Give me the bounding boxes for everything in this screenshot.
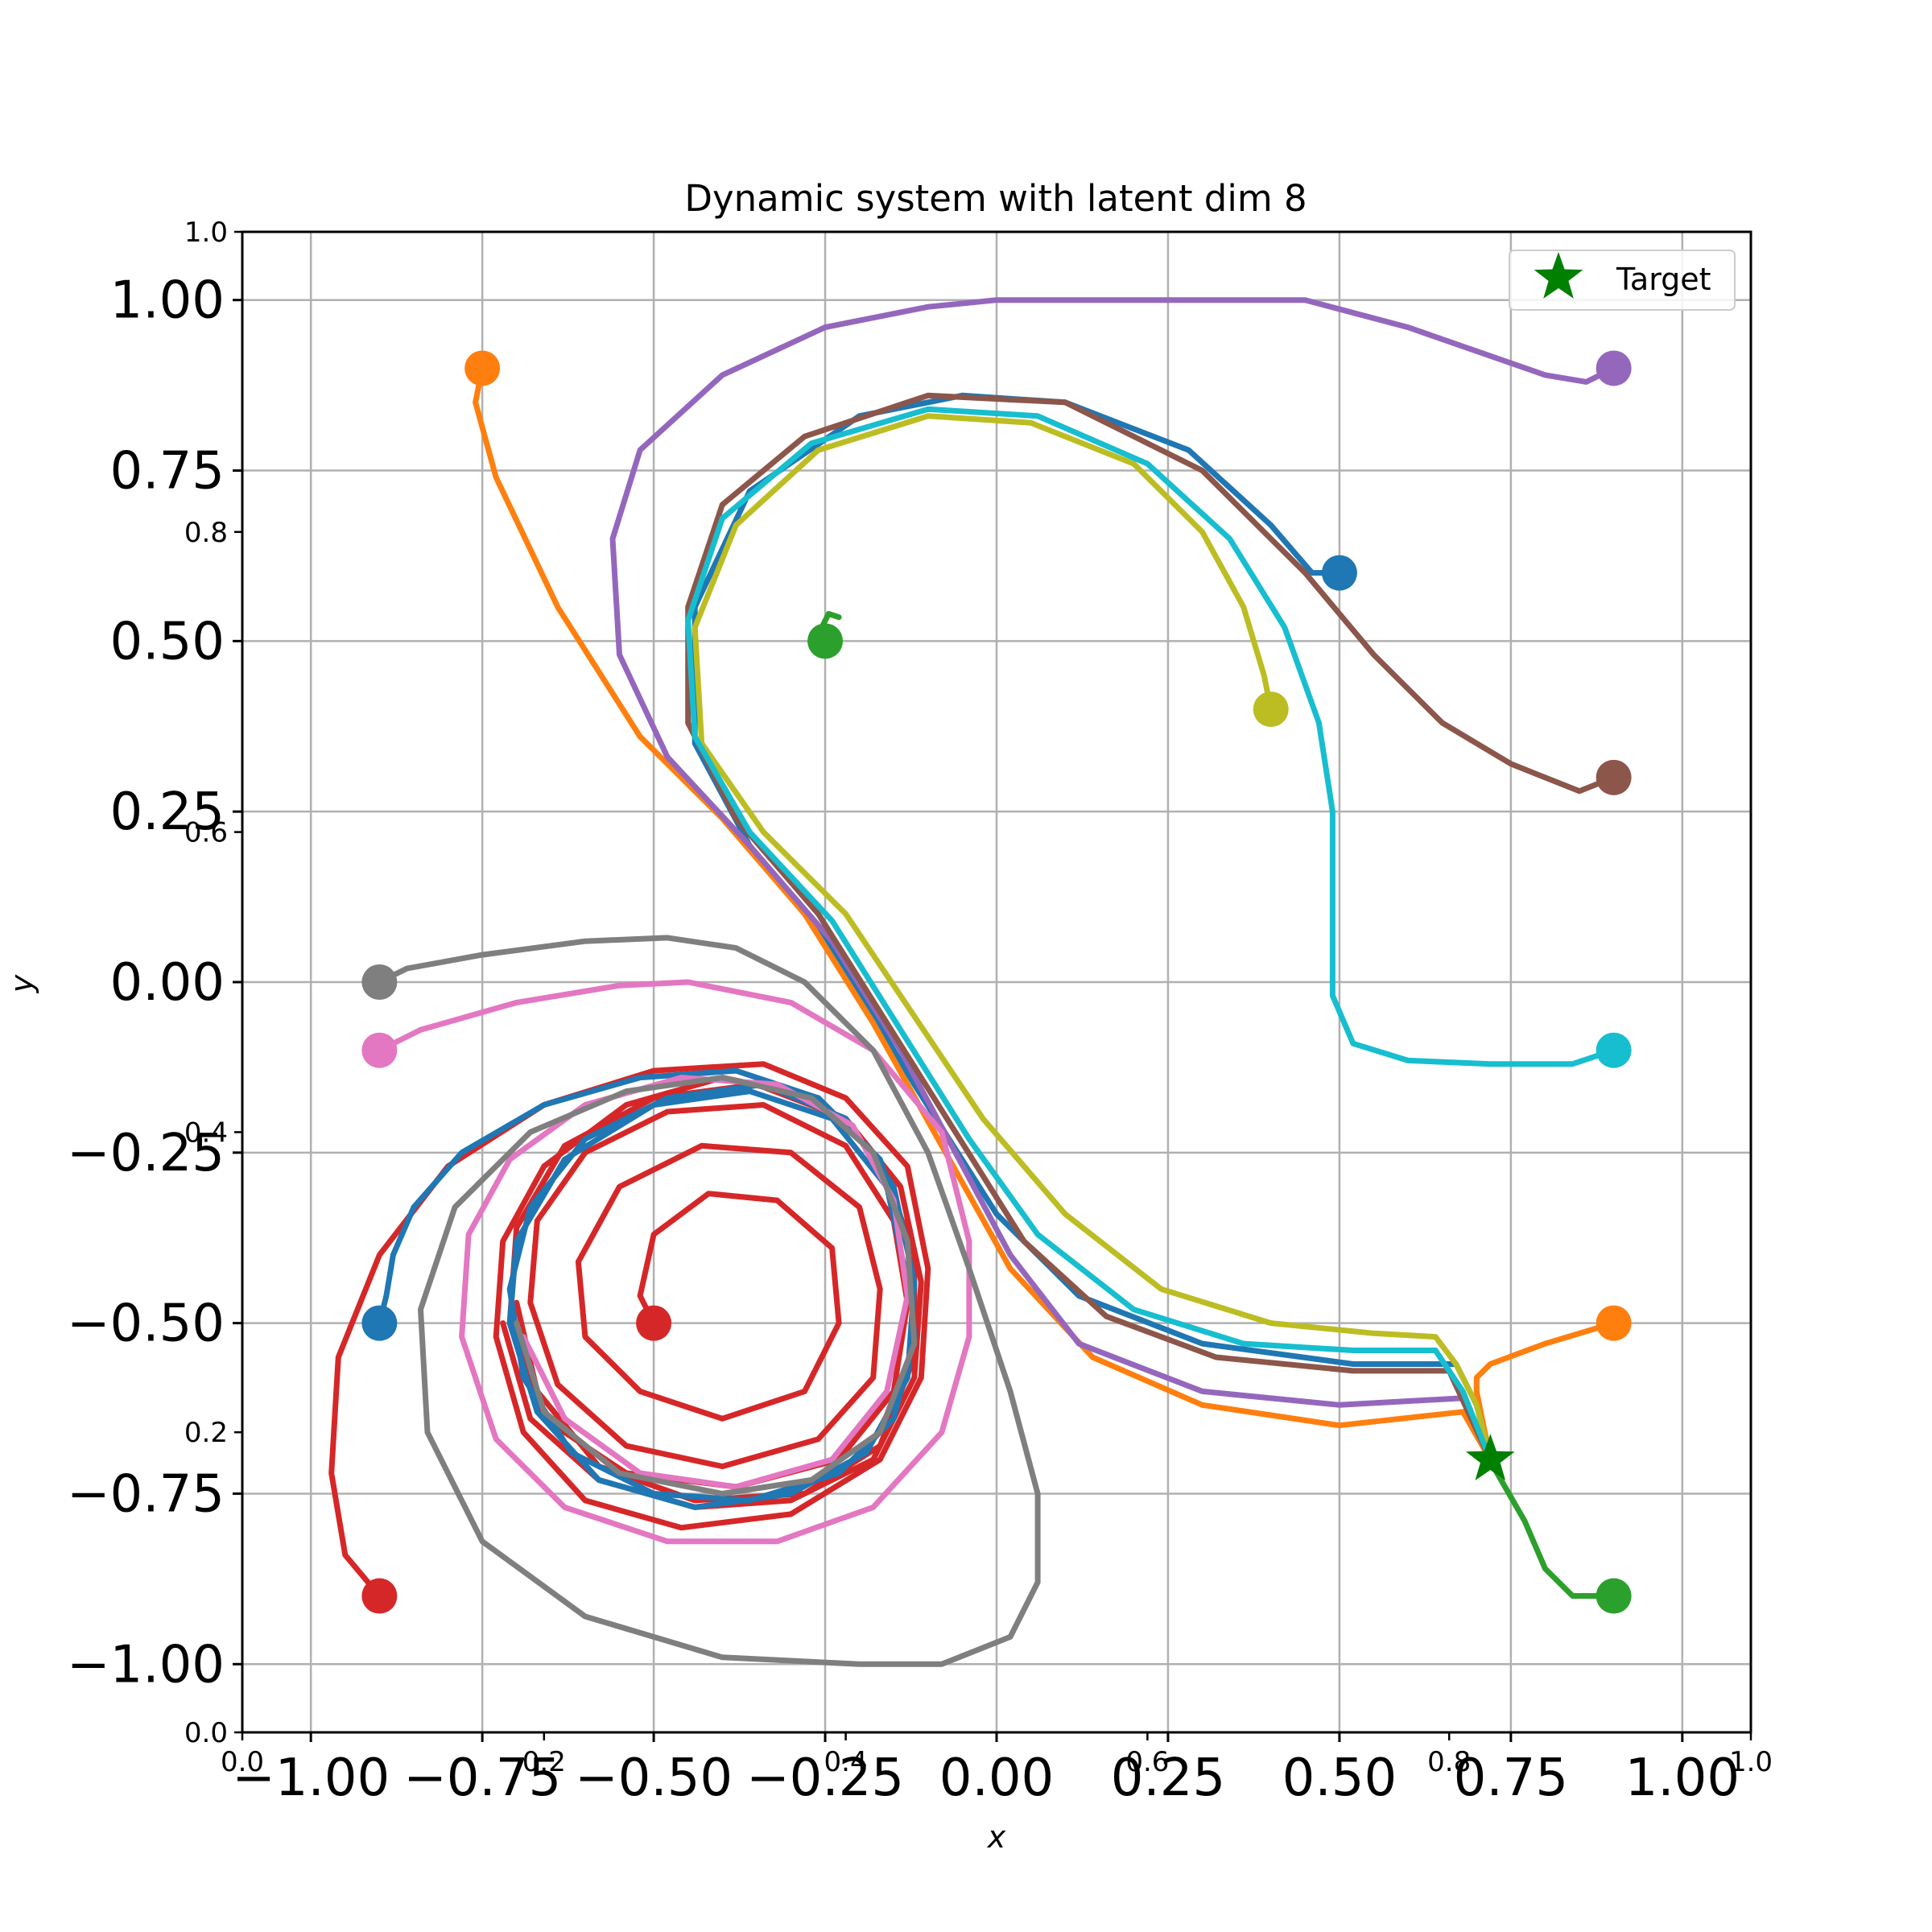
series-line-1 bbox=[473, 365, 1493, 1463]
x-tick-label-8: 1.00 bbox=[1625, 1748, 1740, 1808]
start-marker-1 bbox=[464, 350, 501, 386]
start-marker-7 bbox=[361, 1305, 398, 1341]
overlay-x-tick-label-5: 1.0 bbox=[1729, 1746, 1773, 1778]
start-marker-0 bbox=[1321, 555, 1357, 591]
overlay-x-tick-label-0: 0.0 bbox=[221, 1746, 264, 1778]
y-tick-label-0: 1.00 bbox=[110, 271, 225, 331]
start-marker-3 bbox=[1596, 1578, 1632, 1614]
series-group bbox=[328, 297, 1617, 1667]
overlay-y-tick-label-3: 0.6 bbox=[184, 817, 228, 849]
x-tick-label-2: −0.50 bbox=[575, 1748, 733, 1808]
y-tick-label-2: 0.50 bbox=[110, 612, 225, 671]
x-axis-label: x bbox=[987, 1819, 1006, 1855]
overlay-x-tick-label-4: 0.8 bbox=[1427, 1746, 1471, 1778]
start-marker-4 bbox=[807, 623, 844, 659]
legend-star-icon bbox=[1534, 252, 1583, 299]
chart-title: Dynamic system with latent dim 8 bbox=[684, 177, 1307, 220]
y-tick-label-7: −0.75 bbox=[67, 1464, 225, 1524]
start-marker-6 bbox=[361, 1578, 398, 1614]
legend: Target bbox=[1509, 250, 1736, 311]
y-tick-label-3: 0.25 bbox=[110, 782, 225, 842]
x-tick-label-1: −0.75 bbox=[403, 1748, 561, 1808]
series-line-10 bbox=[376, 979, 972, 1545]
legend-label: Target bbox=[1616, 262, 1711, 297]
x-tick-label-3: −0.25 bbox=[746, 1748, 904, 1808]
x-tick-label-4: 0.00 bbox=[939, 1748, 1055, 1808]
start-marker-10 bbox=[361, 1032, 398, 1068]
series-line-11 bbox=[376, 935, 1041, 1667]
series-line-8 bbox=[609, 297, 1617, 1463]
target-star-icon bbox=[1465, 1434, 1515, 1480]
overlay-y-tick-label-2: 0.4 bbox=[184, 1117, 228, 1149]
legend-box bbox=[1509, 250, 1736, 311]
start-marker-13 bbox=[1596, 1032, 1632, 1068]
x-tick-label-6: 0.50 bbox=[1282, 1748, 1397, 1808]
x-tick-label-7: 0.75 bbox=[1454, 1748, 1569, 1808]
series-line-7 bbox=[376, 1067, 918, 1510]
series-line-5 bbox=[500, 1081, 924, 1510]
series-line-2 bbox=[1473, 1320, 1617, 1463]
y-tick-label-6: −0.50 bbox=[67, 1294, 225, 1354]
x-tick-label-5: 0.25 bbox=[1111, 1748, 1226, 1808]
overlay-y-tick-label-1: 0.2 bbox=[184, 1417, 228, 1449]
tick-group: −1.00 −0.75 −0.50 −0.25 0.00 0.25 0.50 0.75 1.00… bbox=[67, 271, 1740, 1808]
start-marker-9 bbox=[1596, 759, 1632, 795]
overlay-tick-group: 0.00.0 0.2 0.2 0.4 0.4 0.6 0.6 0.8 0.8 1.0 1.0 bbox=[184, 217, 1773, 1778]
overlay-y-tick-label-0: 0.0 bbox=[184, 1717, 228, 1749]
start-marker-12 bbox=[1253, 691, 1289, 728]
target-group bbox=[1465, 1434, 1515, 1480]
overlay-y-tick-label-5: 1.0 bbox=[184, 217, 228, 249]
overlay-y-tick-label-4: 0.8 bbox=[184, 517, 228, 549]
series-line-9 bbox=[685, 392, 1617, 1463]
y-axis-label: y bbox=[4, 974, 39, 993]
start-marker-8 bbox=[1596, 350, 1632, 386]
overlay-x-tick-label-2: 0.4 bbox=[824, 1746, 868, 1778]
overlay-x-tick-label-3: 0.6 bbox=[1125, 1746, 1169, 1778]
overlay-x-tick-label-1: 0.2 bbox=[522, 1746, 566, 1778]
start-markers bbox=[361, 350, 1632, 1614]
x-tick-label-0: −1.00 bbox=[232, 1748, 390, 1808]
y-tick-label-4: 0.00 bbox=[110, 953, 225, 1013]
series-line-13 bbox=[685, 406, 1617, 1463]
start-marker-2 bbox=[1596, 1305, 1632, 1341]
series-line-12 bbox=[691, 413, 1493, 1463]
y-tick-label-5: −0.25 bbox=[67, 1124, 225, 1183]
start-marker-11 bbox=[361, 964, 398, 1000]
y-tick-label-8: −1.00 bbox=[67, 1635, 225, 1695]
start-marker-5 bbox=[636, 1305, 672, 1341]
y-tick-label-1: 0.75 bbox=[110, 442, 225, 502]
